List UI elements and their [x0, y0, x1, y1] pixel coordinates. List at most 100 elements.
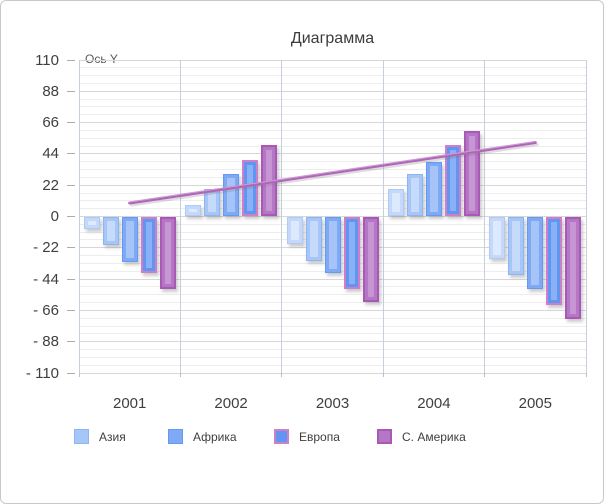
- minor-gridline: [79, 137, 586, 139]
- bar-series0-2001: [83, 216, 100, 230]
- minor-gridline: [79, 317, 586, 319]
- major-gridline: [79, 59, 586, 61]
- minor-gridline: [79, 356, 586, 358]
- y-axis-tick: [67, 341, 75, 343]
- bar-С. Америка-2002: [261, 145, 278, 217]
- y-axis-tick: [67, 122, 75, 124]
- x-category-label: 2002: [214, 395, 248, 412]
- bar-Азия-2005: [508, 216, 525, 275]
- bar-Азия-2003: [305, 216, 322, 261]
- legend-label: Африка: [193, 429, 237, 444]
- y-axis-tick: [67, 59, 75, 61]
- minor-gridline: [79, 302, 586, 304]
- minor-gridline: [79, 67, 586, 69]
- minor-gridline: [79, 364, 586, 366]
- bar-Африка-2002: [223, 173, 240, 217]
- bar-Азия-2001: [102, 216, 119, 245]
- x-category-label: 2001: [113, 395, 147, 412]
- bar-Европа-2003: [343, 216, 360, 290]
- y-axis-tick: [67, 153, 75, 155]
- minor-gridline: [79, 169, 586, 171]
- y-tick-label: - 66: [33, 301, 59, 319]
- x-category-label: 2004: [417, 395, 451, 412]
- category-boundary-line: [382, 60, 384, 373]
- major-gridline: [79, 372, 586, 374]
- bar-С. Америка-2005: [565, 216, 582, 319]
- bar-series0-2003: [286, 216, 303, 244]
- legend-item-С. Америка: С. Америка: [377, 428, 466, 445]
- legend-label: С. Америка: [402, 429, 466, 444]
- legend-swatch: [74, 429, 89, 444]
- category-boundary-line: [281, 60, 283, 373]
- minor-gridline: [79, 208, 586, 210]
- x-axis-tick: [78, 373, 80, 377]
- major-gridline: [79, 184, 586, 186]
- y-axis-tick: [67, 372, 75, 374]
- bar-Африка-2003: [324, 216, 341, 274]
- legend-swatch: [168, 429, 183, 444]
- bar-Африка-2005: [527, 216, 544, 290]
- y-axis-tick: [67, 247, 75, 249]
- legend-label: Европа: [299, 429, 340, 444]
- minor-gridline: [79, 75, 586, 77]
- x-axis-tick: [281, 373, 283, 377]
- minor-gridline: [79, 161, 586, 163]
- y-tick-label: 0: [50, 208, 59, 225]
- bar-series0-2005: [489, 216, 506, 260]
- legend-swatch: [274, 429, 289, 444]
- minor-gridline: [79, 129, 586, 131]
- y-axis-title: Ось Y: [85, 52, 118, 66]
- major-gridline: [79, 122, 586, 124]
- minor-gridline: [79, 114, 586, 116]
- x-axis-tick: [484, 373, 486, 377]
- y-axis-tick: [67, 216, 75, 217]
- minor-gridline: [79, 286, 586, 288]
- minor-gridline: [79, 294, 586, 296]
- bar-Африка-2004: [425, 162, 442, 217]
- y-tick-label: 88: [42, 82, 59, 100]
- y-axis-tick: [67, 309, 75, 311]
- bar-Африка-2001: [121, 216, 138, 263]
- major-gridline: [79, 278, 586, 280]
- y-tick-label: - 88: [33, 333, 59, 351]
- major-gridline: [79, 309, 586, 311]
- minor-gridline: [79, 82, 586, 84]
- bar-Европа-2001: [140, 216, 157, 274]
- y-tick-label: 22: [42, 176, 59, 194]
- minor-gridline: [79, 176, 586, 178]
- chart-title: Диаграмма: [290, 30, 375, 47]
- minor-gridline: [79, 200, 586, 202]
- major-gridline: [79, 90, 586, 92]
- category-boundary-line: [585, 60, 587, 373]
- major-gridline: [79, 153, 586, 155]
- y-axis-tick: [67, 184, 75, 186]
- category-boundary-line: [179, 60, 181, 373]
- x-category-label: 2005: [518, 395, 552, 412]
- bar-Европа-2002: [242, 159, 259, 217]
- legend-swatch: [377, 429, 392, 444]
- minor-gridline: [79, 192, 586, 194]
- legend-item-Африка: Африка: [168, 428, 237, 445]
- bar-Азия-2004: [406, 173, 423, 217]
- minor-gridline: [79, 106, 586, 108]
- category-boundary-line: [78, 60, 80, 373]
- x-axis-tick: [382, 373, 384, 377]
- category-boundary-line: [484, 60, 486, 373]
- x-category-label: 2003: [315, 395, 350, 412]
- y-tick-label: 44: [42, 145, 59, 163]
- legend-label: Азия: [99, 429, 126, 444]
- minor-gridline: [79, 349, 586, 351]
- minor-gridline: [79, 145, 586, 147]
- y-tick-label: - 22: [33, 239, 59, 257]
- bar-Азия-2002: [204, 189, 221, 217]
- y-tick-label: 110: [35, 51, 59, 69]
- minor-gridline: [79, 325, 586, 327]
- bar-series0-2002: [185, 205, 202, 217]
- y-axis-tick: [67, 278, 75, 280]
- y-axis-tick: [67, 90, 75, 92]
- legend-item-Европа: Европа: [274, 428, 340, 445]
- legend-item-Азия: Азия: [74, 428, 126, 445]
- bar-series0-2004: [387, 189, 404, 217]
- minor-gridline: [79, 98, 586, 100]
